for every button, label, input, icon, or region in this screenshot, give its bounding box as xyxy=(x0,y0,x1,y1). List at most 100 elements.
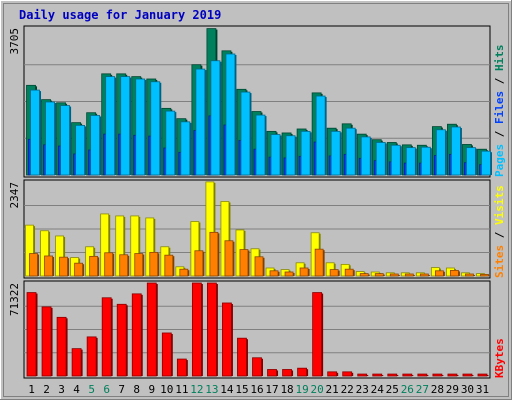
bar-shadow xyxy=(396,375,399,376)
x-label-day-26: 26 xyxy=(401,383,414,396)
bar-kbytes-day-25 xyxy=(387,373,398,377)
x-label-day-11: 11 xyxy=(175,383,188,396)
bar-shadow xyxy=(353,270,355,276)
bar-shadow xyxy=(340,132,342,175)
chart-panels: 3705 Pages / Files / Hits 2347 Sites / Visi… xyxy=(8,25,506,379)
bar-shadow xyxy=(39,91,42,175)
bar-shadow xyxy=(129,77,132,175)
bar-kbytes-day-5 xyxy=(86,336,97,377)
bar-shadow xyxy=(368,274,370,276)
bar-shadow xyxy=(172,256,175,276)
bar-shadow xyxy=(278,271,280,276)
bar-sites-day-19 xyxy=(299,267,309,277)
legend-item-files: Files xyxy=(493,91,506,124)
bar-shadow xyxy=(111,298,113,376)
bar-sites-day-14 xyxy=(224,240,234,277)
bar-pages-day-19 xyxy=(300,130,311,176)
bar-shadow xyxy=(441,375,444,376)
bar-shadow xyxy=(475,148,477,175)
legend-visits-sites: Sites / Visits xyxy=(493,185,506,278)
bar-shadow xyxy=(171,333,173,376)
legend-item-visits: Visits xyxy=(493,185,506,225)
bar-sites-day-25 xyxy=(389,273,399,277)
bar-shadow xyxy=(112,253,115,276)
bar-shadow xyxy=(336,372,339,376)
bar-shadow xyxy=(234,54,237,175)
bar-kbytes-day-10 xyxy=(161,332,172,377)
bar-shadow xyxy=(473,274,475,276)
bar-sites-day-2 xyxy=(44,255,53,277)
panel-visits-sites: 2347 Sites / Visits xyxy=(8,179,506,279)
bar-shadow xyxy=(204,70,207,175)
bar-pages-day-16 xyxy=(255,114,266,176)
bar-shadow xyxy=(456,375,459,376)
bar-shadow xyxy=(99,116,102,175)
bar-kbytes-day-30 xyxy=(462,373,473,377)
bar-shadow xyxy=(189,122,192,175)
bar-shadow xyxy=(430,148,432,175)
bar-pages-day-11 xyxy=(180,121,191,176)
bar-shadow xyxy=(202,251,205,276)
x-label-day-9: 9 xyxy=(148,383,155,396)
bar-sites-day-30 xyxy=(465,273,474,277)
y-max-label: 71322 xyxy=(8,283,21,316)
bar-pages-day-5 xyxy=(90,115,101,176)
bar-kbytes-day-16 xyxy=(252,357,262,377)
x-label-day-2: 2 xyxy=(43,383,50,396)
x-label-day-17: 17 xyxy=(265,383,278,396)
bar-shadow xyxy=(265,116,267,175)
bar-shadow xyxy=(460,127,462,175)
bar-kbytes-day-14 xyxy=(222,302,232,377)
bar-sites-day-10 xyxy=(164,254,174,277)
bar-shadow xyxy=(295,136,297,175)
bar-shadow xyxy=(383,274,385,276)
x-label-day-12: 12 xyxy=(190,383,203,396)
bar-pages-day-12 xyxy=(195,68,206,176)
bar-shadow xyxy=(174,112,177,175)
bar-pages-day-17 xyxy=(270,134,281,176)
bar-shadow xyxy=(486,375,489,376)
bar-shadow xyxy=(323,250,325,276)
bar-kbytes-day-22 xyxy=(342,371,353,377)
bar-kbytes-day-28 xyxy=(432,373,443,377)
bar-shadow xyxy=(96,337,98,376)
bar-pages-day-14 xyxy=(225,53,236,176)
bar-sites-day-3 xyxy=(59,256,68,277)
bar-sites-day-12 xyxy=(194,250,204,277)
bar-shadow xyxy=(33,226,36,276)
bar-shadow xyxy=(228,202,231,276)
bar-shadow xyxy=(36,293,38,376)
bar-shadow xyxy=(458,271,460,276)
bar-shadow xyxy=(84,126,87,175)
bar-shadow xyxy=(355,129,357,175)
bar-pages-day-21 xyxy=(330,130,341,176)
bar-shadow xyxy=(219,61,222,176)
legend-hits-files-pages: Pages / Files / Hits xyxy=(493,45,506,178)
bar-kbytes-day-15 xyxy=(237,337,247,377)
bar-kbytes-day-19 xyxy=(297,367,307,377)
bar-kbytes-day-18 xyxy=(282,369,292,377)
bar-shadow xyxy=(51,307,53,376)
x-label-day-13: 13 xyxy=(205,383,218,396)
bar-shadow xyxy=(490,152,492,175)
bar-sites-day-22 xyxy=(344,268,354,277)
bar-shadow xyxy=(48,231,51,276)
bar-shadow xyxy=(67,258,70,276)
bar-pages-day-29 xyxy=(451,126,461,176)
bar-kbytes-day-9 xyxy=(146,282,157,377)
legend-item-pages: Pages xyxy=(493,144,506,177)
panel-hits-files-pages: 3705 Pages / Files / Hits xyxy=(8,25,506,178)
x-label-day-27: 27 xyxy=(416,383,429,396)
x-label-day-23: 23 xyxy=(356,383,369,396)
bar-shadow xyxy=(293,272,295,276)
x-label-day-30: 30 xyxy=(461,383,474,396)
y-max-label: 2347 xyxy=(8,182,21,209)
bar-pages-day-23 xyxy=(360,136,371,176)
bar-shadow xyxy=(247,250,250,276)
bar-shadow xyxy=(141,294,143,376)
bar-shadow xyxy=(153,218,156,276)
bar-kbytes-day-4 xyxy=(71,348,82,377)
x-label-day-29: 29 xyxy=(446,383,459,396)
bar-sites-day-21 xyxy=(329,269,339,277)
bar-kbytes-day-8 xyxy=(131,293,142,377)
